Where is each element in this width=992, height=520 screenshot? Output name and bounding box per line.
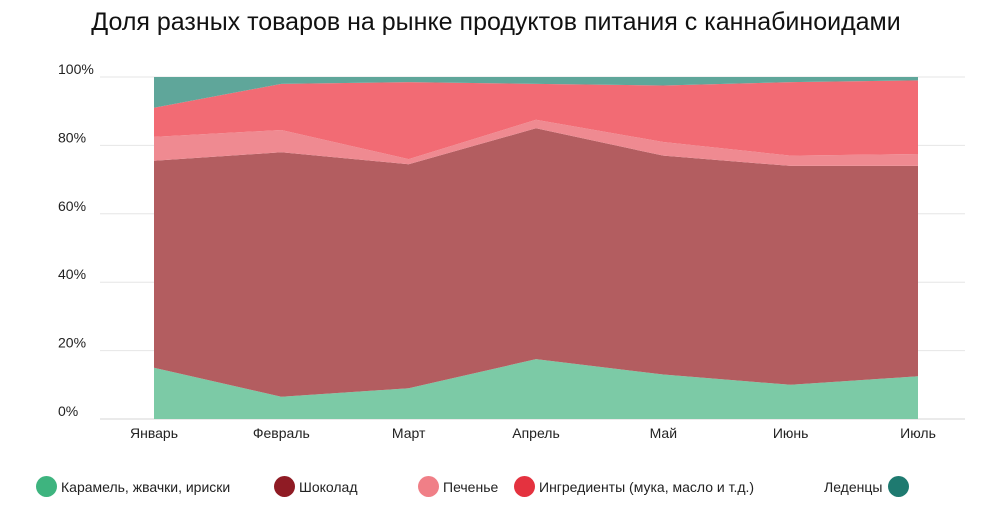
stacked-areas [154,77,918,419]
y-tick-label: 20% [58,335,86,351]
legend-label: Карамель, жвачки, ириски [61,478,231,495]
legend-swatch [36,476,57,497]
y-tick-label: 0% [58,403,78,419]
y-tick-label: 80% [58,129,86,145]
legend-item: Печенье [418,476,498,497]
y-tick-label: 60% [58,198,86,214]
x-tick-label: Июнь [773,425,809,441]
x-tick-label: Март [392,425,426,441]
legend-label: Леденцы [824,478,883,495]
x-tick-label: Май [650,425,677,441]
x-tick-label: Январь [130,425,178,441]
legend-swatch [418,476,439,497]
legend-item: Карамель, жвачки, ириски [36,476,230,497]
chart-title: Доля разных товаров на рынке продуктов п… [91,8,901,36]
y-tick-label: 40% [58,266,86,282]
series-area-5 [154,77,918,108]
legend-label: Печенье [443,478,499,495]
legend-item: Шоколад [274,476,358,497]
x-axis: Январь Февраль Март Апрель Май Июнь Июль [130,425,936,441]
x-tick-label: Февраль [253,425,310,441]
series-area-3 [154,119,918,166]
series-area-2 [154,128,918,397]
legend-swatch [514,476,535,497]
legend-swatch [888,476,910,497]
legend: Карамель, жвачки, ириски Шоколад Печенье Ин… [36,476,976,500]
y-axis: 0% 20% 40% 60% 80% 100% [58,61,94,419]
legend-swatch [274,476,295,497]
y-tick-label: 100% [58,61,94,77]
legend-label: Ингредиенты (мука, масло и т.д.) [539,478,755,495]
series-area-4 [154,80,918,160]
series-area-1 [154,359,918,419]
x-tick-label: Апрель [512,425,560,441]
x-tick-label: Июль [900,425,936,441]
legend-item: Ингредиенты (мука, масло и т.д.) [514,476,754,497]
legend-item: Леденцы [824,476,910,497]
legend-label: Шоколад [299,478,358,495]
